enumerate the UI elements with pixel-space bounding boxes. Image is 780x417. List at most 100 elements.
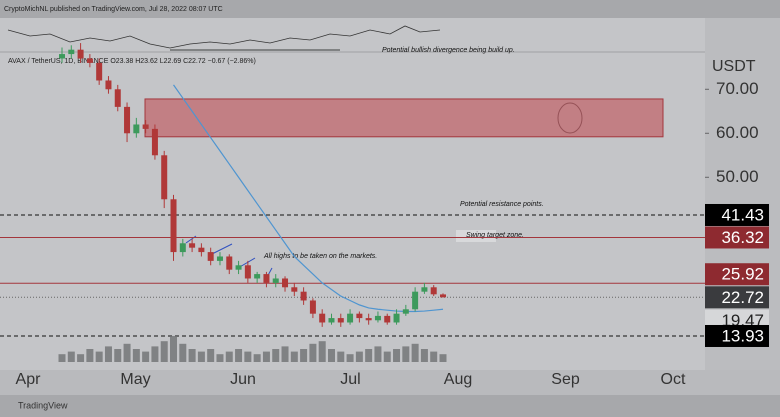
- volume-bar: [132, 349, 140, 362]
- candle-body: [291, 287, 298, 292]
- volume-bar: [337, 351, 345, 362]
- volume-bar: [123, 343, 131, 362]
- header-text: CryptoMichNL published on TradingView.co…: [4, 6, 223, 13]
- candle-body: [124, 106, 131, 134]
- volume-bar: [253, 354, 261, 362]
- volume-bar: [402, 346, 410, 362]
- volume-bar: [309, 343, 317, 362]
- volume-bar: [235, 349, 243, 362]
- header-bar: [0, 0, 780, 18]
- candle-body: [59, 54, 65, 59]
- volume-bar: [67, 351, 75, 362]
- candle-body: [170, 199, 177, 253]
- candle-body: [440, 294, 446, 298]
- price-label-bg: [705, 203, 769, 226]
- volume-bar: [420, 349, 428, 362]
- candle-body: [309, 300, 316, 314]
- x-tick-label: Apr: [16, 371, 42, 388]
- price-label: 22.72: [721, 288, 764, 307]
- x-tick-label: Jun: [230, 371, 256, 388]
- volume-bar: [374, 346, 382, 362]
- volume-bar: [281, 346, 289, 362]
- candle-body: [319, 313, 326, 323]
- volume-bar: [365, 349, 373, 362]
- volume-bar: [290, 351, 298, 362]
- currency: USDT: [712, 58, 756, 75]
- volume-bar: [77, 354, 85, 362]
- candle-body: [86, 58, 93, 63]
- volume-bar: [262, 351, 270, 362]
- candle-body: [374, 315, 381, 321]
- legend: AVAX / TetherUS, 1D, BINANCE O23.38 H23.…: [8, 58, 256, 65]
- x-tick-label: Jul: [340, 371, 360, 388]
- footer-text: TradingView: [18, 400, 68, 410]
- candle-body: [105, 80, 112, 90]
- candle-body: [68, 49, 75, 55]
- volume-bar: [216, 354, 224, 362]
- volume-bar: [393, 349, 401, 362]
- volume-bar: [411, 343, 419, 362]
- volume-bar: [86, 349, 94, 362]
- moving-average: [173, 84, 444, 313]
- candle-body: [96, 62, 103, 81]
- volume-bar: [104, 346, 112, 362]
- volume-bar: [58, 354, 66, 362]
- volume-bar: [318, 341, 326, 362]
- candle-body: [133, 124, 140, 134]
- volume-bar: [355, 351, 363, 362]
- volume-bar: [188, 349, 196, 362]
- candle-body: [77, 49, 84, 59]
- volume-bar: [114, 349, 122, 362]
- annotation: Potential bullish divergence being build…: [382, 47, 515, 54]
- candle-body: [179, 243, 186, 253]
- volume-bar: [160, 341, 168, 362]
- candle-body: [300, 291, 307, 301]
- candle-body: [328, 318, 335, 323]
- price-label-bg: [705, 286, 769, 309]
- candle-body: [282, 278, 289, 288]
- price-label: 41.43: [721, 205, 764, 224]
- volume-bar: [151, 346, 159, 362]
- note-box: [456, 230, 496, 242]
- candle-body: [235, 265, 242, 270]
- candle-body: [337, 318, 344, 323]
- price-label: 36.32: [721, 228, 764, 247]
- candle-body: [114, 89, 121, 107]
- price-label-bg: [705, 226, 769, 249]
- volume-bar: [346, 354, 354, 362]
- plot-bg: [0, 18, 705, 370]
- candle-body: [151, 128, 158, 156]
- volume-bar: [327, 349, 335, 362]
- volume-bar: [225, 351, 233, 362]
- candle-body: [189, 243, 196, 248]
- volume-bar: [142, 351, 150, 362]
- volume-bar: [179, 343, 187, 362]
- oscillator: [7, 25, 441, 49]
- volume-bar: [95, 351, 103, 362]
- target-zone: [144, 98, 664, 138]
- x-tick-label: Aug: [444, 371, 472, 388]
- candle-body: [161, 155, 168, 200]
- volume-bar: [439, 354, 447, 362]
- x-tick-label: Oct: [661, 371, 686, 388]
- candle-body: [365, 318, 372, 321]
- candle-body: [356, 313, 363, 319]
- y-tick-label: 50.00: [716, 167, 759, 186]
- annotation: All highs to be taken on the markets.: [263, 253, 377, 260]
- volume-bar: [300, 349, 308, 362]
- candle-body: [384, 315, 391, 323]
- price-label-bg: [705, 324, 769, 347]
- candle-body: [244, 265, 251, 279]
- candle-body: [207, 252, 214, 261]
- candle-body: [412, 291, 419, 310]
- candle-body: [142, 124, 149, 129]
- volume-bar: [207, 349, 215, 362]
- x-tick-label: Sep: [551, 371, 580, 388]
- candle-body: [254, 274, 261, 279]
- candle-body: [198, 247, 205, 253]
- volume-bar: [197, 351, 205, 362]
- footer-bar: [0, 395, 780, 417]
- volume-bar: [383, 351, 391, 362]
- volume-bar: [272, 349, 280, 362]
